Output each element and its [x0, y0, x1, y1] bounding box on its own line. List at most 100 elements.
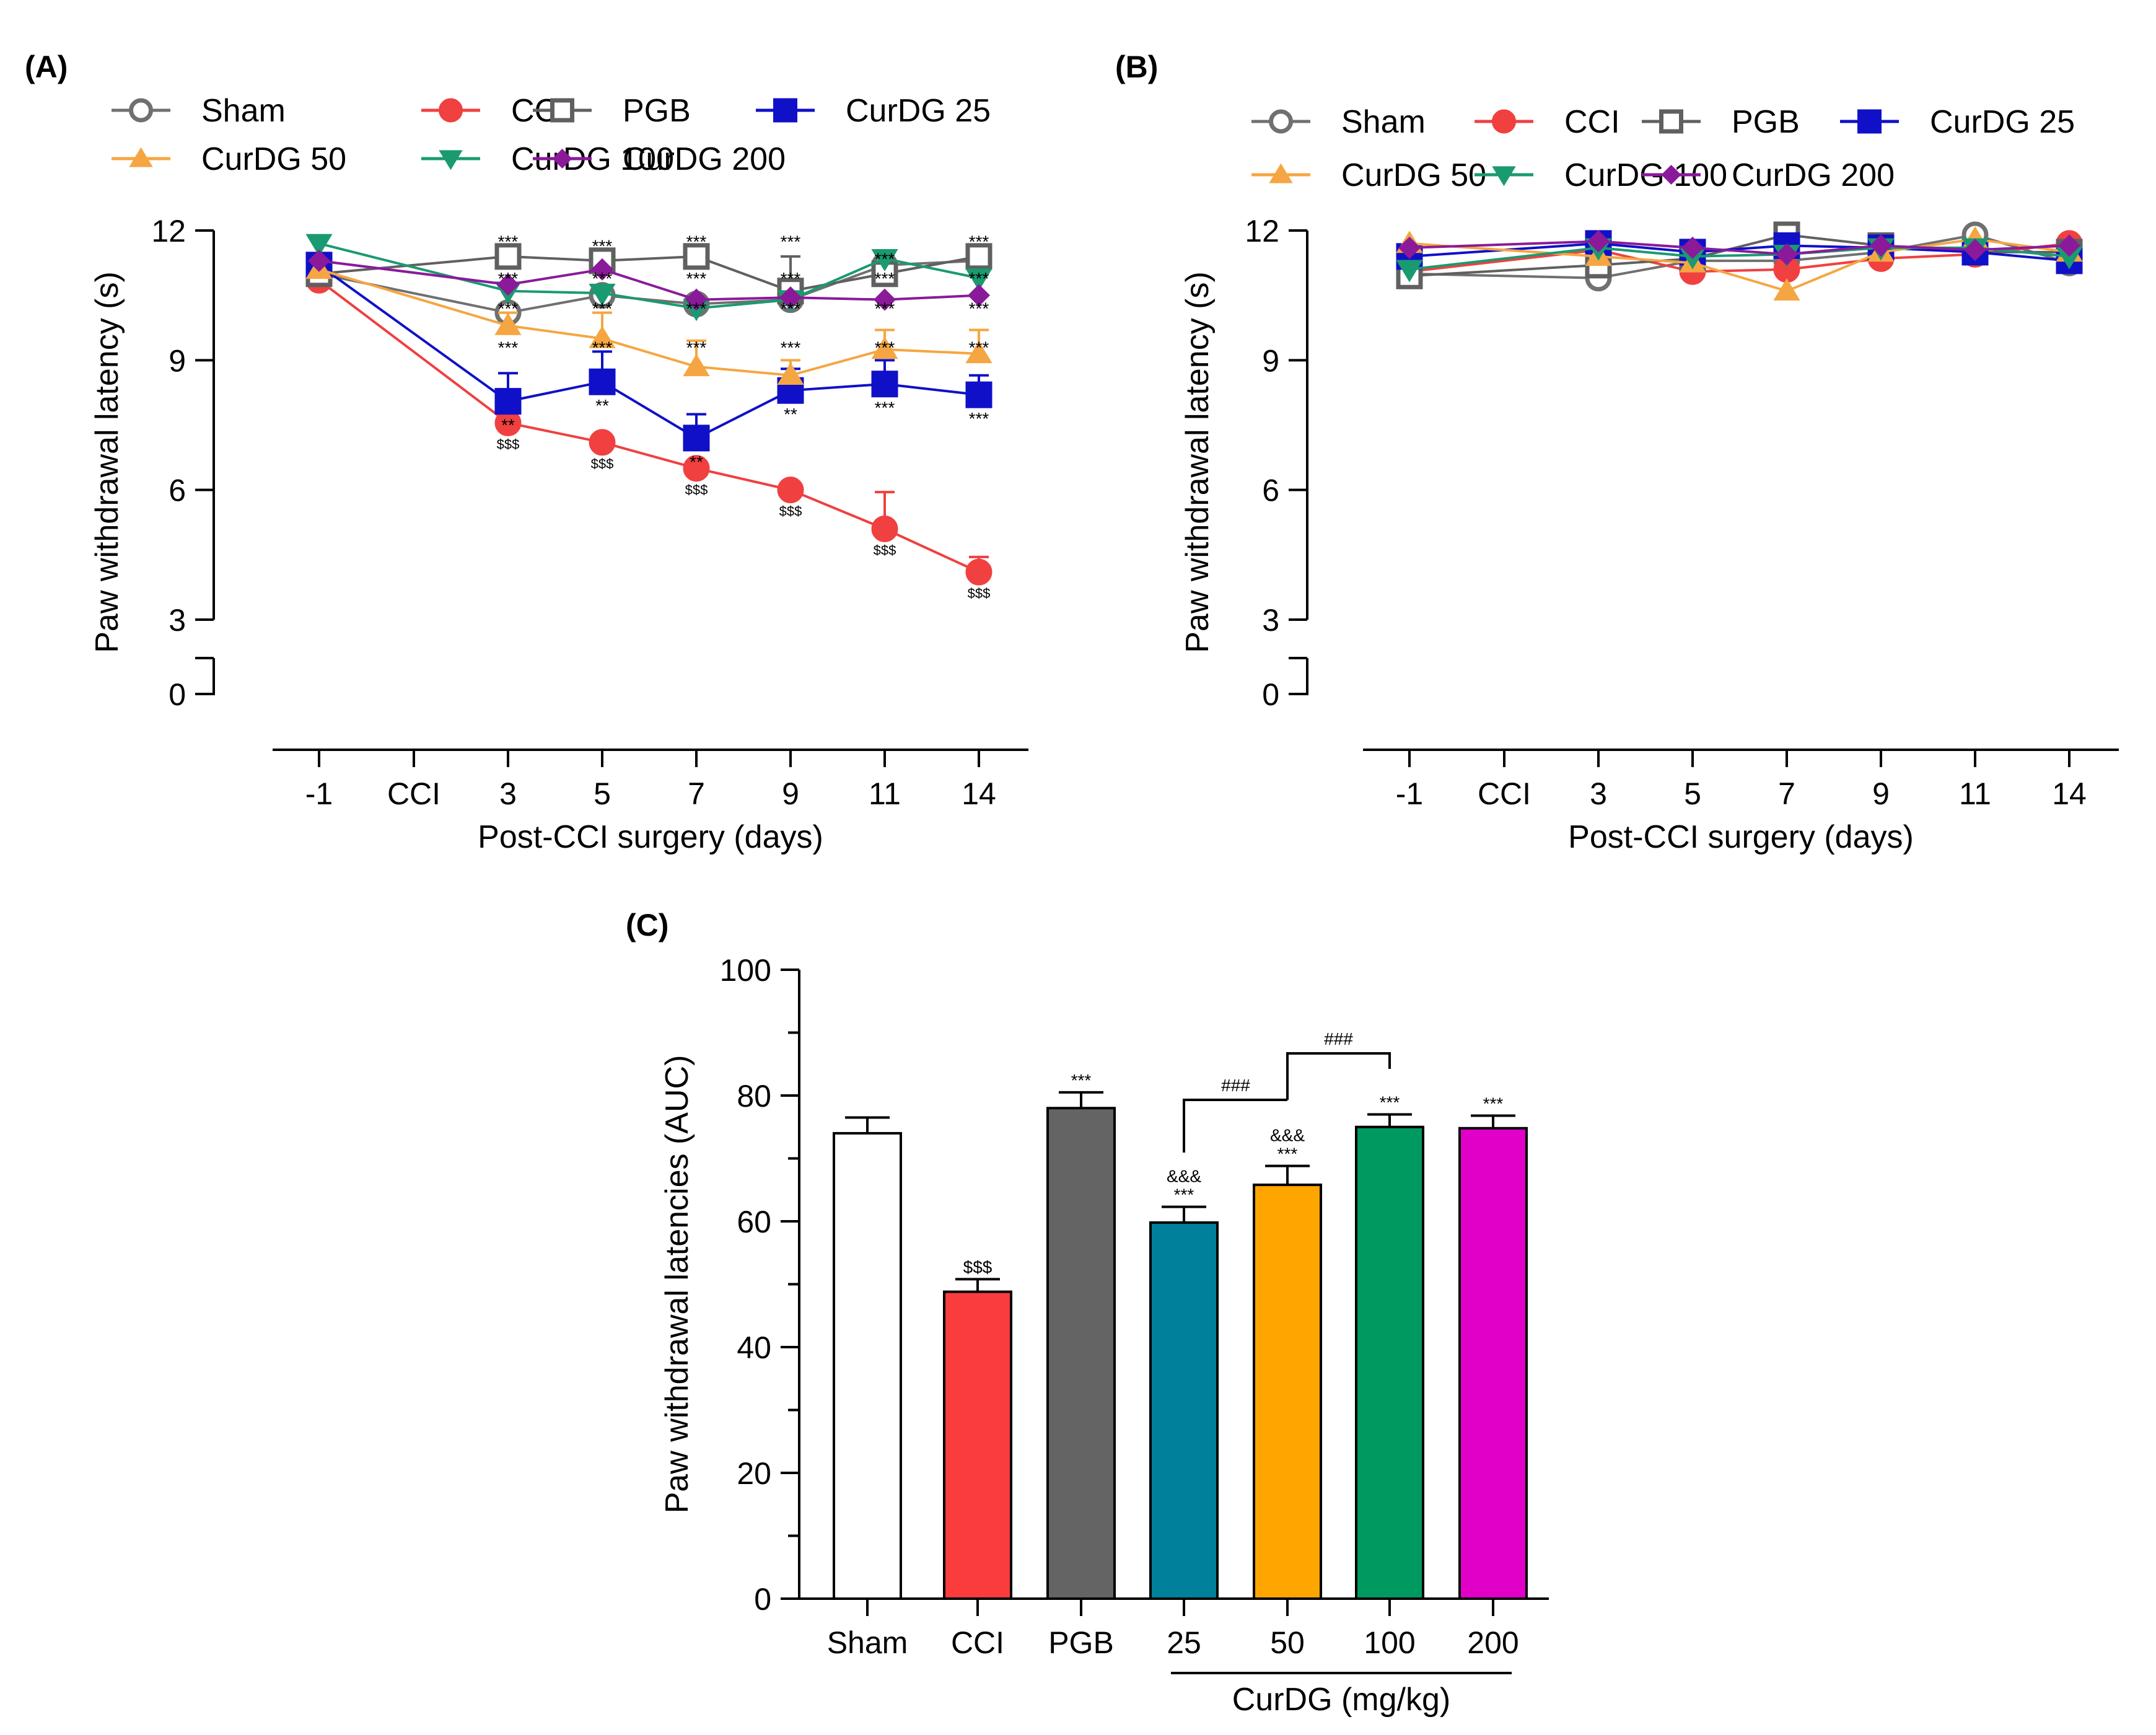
data-point	[589, 429, 616, 456]
x-tick-label: PGB	[1048, 1625, 1114, 1660]
x-tick-label: 5	[1684, 776, 1701, 811]
x-tick-label: 11	[1959, 776, 1991, 811]
significance-label: ***	[1174, 1185, 1194, 1205]
significance-label: ***	[1380, 1092, 1400, 1112]
data-point	[685, 288, 708, 311]
bar	[1046, 1107, 1116, 1601]
legend-marker	[773, 98, 797, 123]
x-tick-label: 200	[1467, 1625, 1518, 1660]
panel-label: (C)	[626, 908, 668, 942]
significance-label: ***	[875, 398, 895, 418]
y-tick-label: 100	[720, 953, 771, 988]
comparison-label: ###	[1324, 1029, 1353, 1048]
bar	[1253, 1184, 1322, 1600]
data-point	[2056, 247, 2083, 270]
significance-label: ***	[592, 269, 613, 288]
significance-label: ***	[969, 409, 989, 428]
x-tick-label: 14	[2052, 776, 2087, 811]
significance-label: **	[595, 396, 609, 415]
data-point	[965, 341, 993, 364]
x-tick-label: 25	[1167, 1625, 1201, 1660]
x-tick-label: Sham	[827, 1625, 908, 1660]
x-tick-label: 3	[499, 776, 517, 811]
significance-label: **	[690, 452, 703, 472]
comparison-label: ###	[1221, 1076, 1250, 1095]
significance-label: ***	[1277, 1144, 1298, 1164]
series-pgb	[305, 243, 993, 305]
data-point	[683, 424, 710, 452]
significance-label: ***	[592, 338, 613, 357]
series-curdg-200	[308, 249, 990, 311]
cci-significance-label: $$$	[874, 542, 896, 558]
y-tick-label: 9	[169, 343, 186, 378]
y-tick-label: 0	[754, 1582, 771, 1617]
significance-label: ***	[969, 232, 989, 251]
significance-label: ***	[686, 338, 707, 357]
significance-label: &&&	[1167, 1167, 1201, 1186]
significance-label: ***	[969, 269, 989, 288]
x-tick-label: CCI	[387, 776, 440, 811]
data-point	[779, 286, 802, 309]
x-tick-label: 5	[594, 776, 611, 811]
data-point	[968, 284, 990, 307]
data-point	[874, 288, 896, 311]
data-point	[494, 243, 522, 270]
significance-label: ***	[781, 299, 801, 318]
legend-label: PGB	[1732, 104, 1800, 140]
data-point	[965, 243, 993, 270]
y-tick-label: 0	[1262, 677, 1279, 712]
x-tick-label: -1	[1396, 776, 1423, 811]
x-tick-label: CCI	[951, 1625, 1004, 1660]
significance-label: ***	[969, 338, 989, 357]
data-point	[308, 249, 330, 272]
x-tick-label: 9	[782, 776, 799, 811]
data-point	[589, 368, 616, 395]
cci-significance-label: $$$	[591, 456, 614, 472]
y-tick-label: 12	[151, 214, 186, 248]
data-point	[589, 325, 616, 348]
data-point	[871, 336, 898, 359]
data-point	[965, 268, 993, 291]
legend-label: Sham	[201, 93, 286, 129]
legend-marker	[1269, 109, 1293, 134]
y-tick-label: 20	[737, 1456, 771, 1491]
data-point	[305, 234, 333, 257]
significance-label: ***	[875, 249, 895, 268]
y-tick-label: 3	[1262, 603, 1279, 638]
legend-label: CurDG 50	[201, 141, 346, 177]
significance-label: ***	[686, 232, 707, 251]
data-point	[965, 381, 993, 408]
bar	[1149, 1221, 1219, 1600]
data-point	[1587, 230, 1610, 253]
x-tick-label: 7	[688, 776, 705, 811]
x-tick-label: 100	[1364, 1625, 1415, 1660]
panel-label: (B)	[1115, 50, 1158, 84]
legend-item: CurDG 200	[1642, 157, 1895, 193]
x-tick-label: 9	[1872, 776, 1890, 811]
legend-marker	[1659, 109, 1683, 134]
data-point	[777, 362, 804, 385]
significance-label: &&&	[1270, 1126, 1305, 1145]
significance-label: ***	[781, 232, 801, 251]
x-axis-title: CurDG (mg/kg)	[1232, 1682, 1450, 1718]
significance-label: ***	[686, 299, 707, 318]
significance-label: ***	[1483, 1094, 1504, 1113]
x-tick-label: 50	[1270, 1625, 1305, 1660]
legend-marker	[439, 150, 463, 170]
comparison-bracket	[1183, 1099, 1287, 1153]
significance-label: ***	[498, 232, 519, 251]
legend-item: Sham	[112, 93, 286, 129]
data-point	[2058, 234, 2080, 257]
cci-significance-label: $$$	[779, 504, 802, 519]
data-point	[683, 455, 710, 482]
x-axis-title: Post-CCI surgery (days)	[478, 819, 823, 855]
legend-item: CCI	[1475, 104, 1620, 140]
data-point	[1870, 234, 1892, 257]
legend-label: CurDG 200	[1732, 157, 1895, 193]
significance-label: ***	[1071, 1071, 1092, 1090]
y-tick-label: 3	[169, 603, 186, 638]
data-point	[1681, 236, 1704, 259]
data-point	[871, 371, 898, 398]
series-curdg-200	[1398, 230, 2080, 266]
